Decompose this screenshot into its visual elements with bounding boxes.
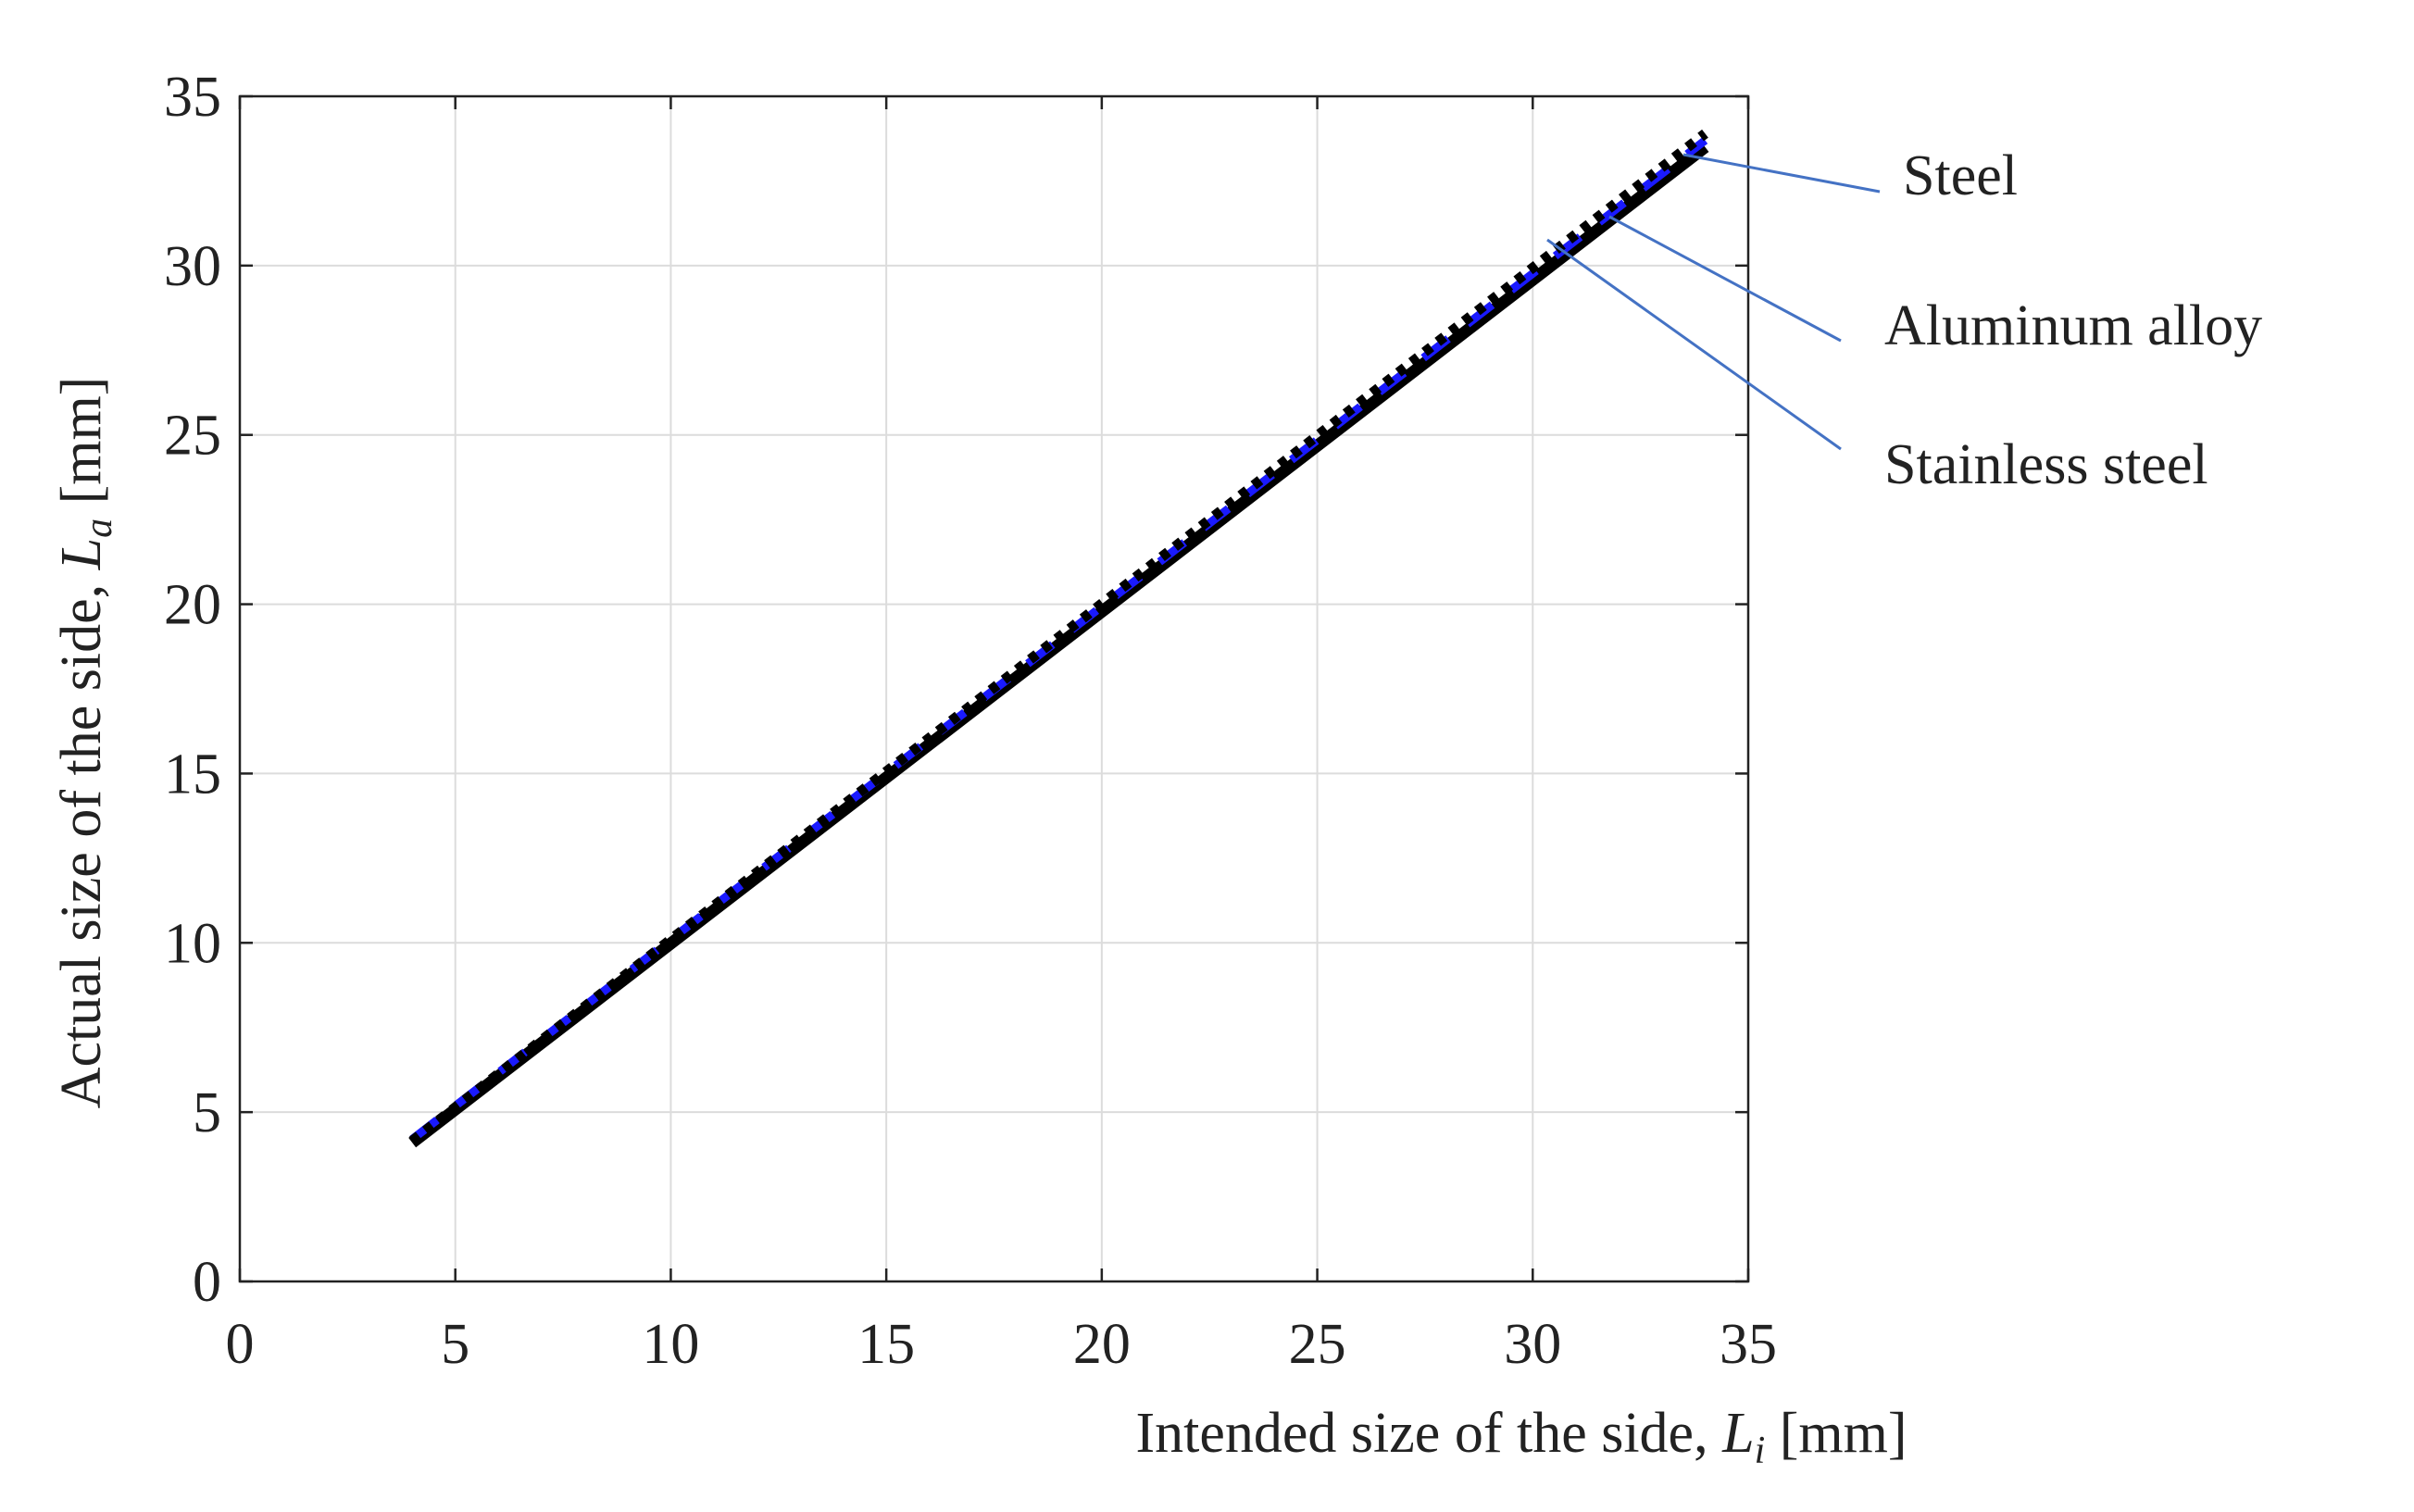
y-label-unit: [mm]: [50, 377, 113, 519]
x-tick-label: 10: [642, 1313, 699, 1376]
x-label-text: Intended size of the side,: [1136, 1402, 1723, 1465]
series-line: [408, 129, 1708, 1145]
series-label: Aluminum alloy: [1884, 294, 2262, 357]
y-tick-label: 30: [164, 235, 221, 298]
y-label-symbol: L: [50, 538, 113, 570]
leader-line: [1546, 238, 1842, 451]
x-label-symbol: L: [1721, 1402, 1754, 1465]
y-tick-label: 5: [193, 1081, 221, 1144]
y-label-subscript: a: [78, 519, 120, 538]
x-tick-label: 20: [1073, 1313, 1131, 1376]
y-label-text: Actual size of the side,: [50, 569, 113, 1108]
x-tick-label: 25: [1289, 1313, 1346, 1376]
x-tick-label: 35: [1720, 1313, 1777, 1376]
x-tick-label: 15: [857, 1313, 915, 1376]
x-tick-label: 5: [441, 1313, 469, 1376]
y-tick-label: 25: [164, 405, 221, 468]
x-tick-label: 30: [1504, 1313, 1561, 1376]
y-tick-label: 35: [164, 66, 221, 129]
leader-line: [1608, 215, 1842, 343]
x-axis-label: Intended size of the side, Li [mm]: [1136, 1402, 1907, 1472]
y-tick-label: 10: [164, 912, 221, 975]
series-line: [409, 136, 1708, 1143]
y-axis-label: Actual size of the side, La [mm]: [50, 377, 120, 1109]
y-tick-label: 0: [193, 1251, 221, 1314]
y-tick-label: 20: [164, 574, 221, 637]
leader-line: [1682, 153, 1881, 194]
series-label: Stainless steel: [1884, 433, 2208, 496]
x-tick-label: 0: [226, 1313, 255, 1376]
series-label: Steel: [1903, 144, 2018, 207]
x-label-unit: [mm]: [1765, 1402, 1907, 1465]
x-label-subscript: i: [1755, 1430, 1766, 1472]
y-tick-label: 15: [164, 743, 221, 806]
plot-frame: [238, 94, 1750, 1283]
